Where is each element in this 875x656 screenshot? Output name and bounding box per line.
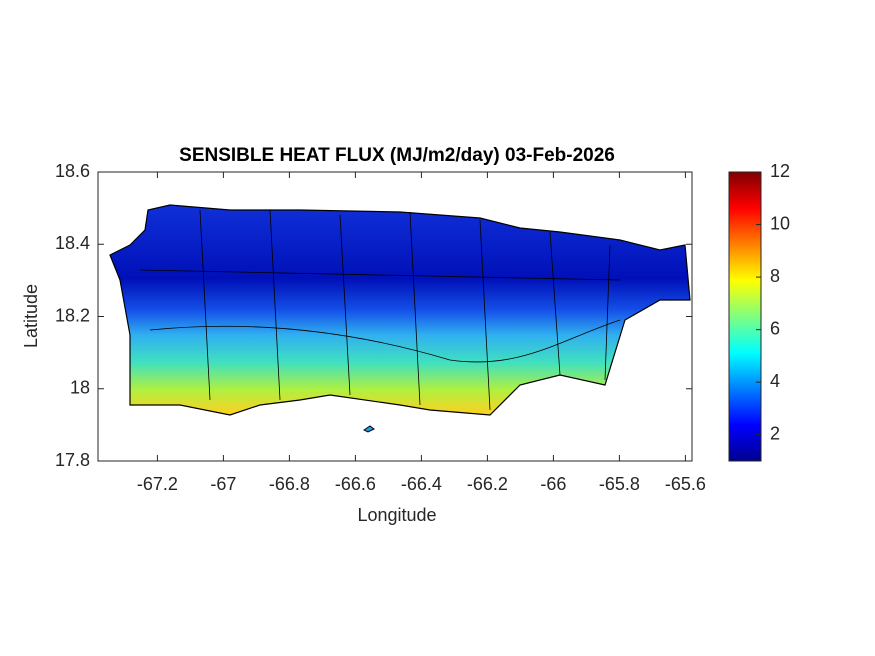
colorbar-tick-label: 8 <box>770 266 780 286</box>
y-axis-label: Latitude <box>21 284 41 348</box>
y-tick-label: 18.2 <box>55 305 90 325</box>
y-tick-label: 18 <box>70 378 90 398</box>
x-tick-label: -66 <box>540 474 566 494</box>
x-tick-label: -67.2 <box>137 474 178 494</box>
island <box>109 204 691 416</box>
colorbar-tick-label: 10 <box>770 213 790 233</box>
x-tick-label: -66.8 <box>269 474 310 494</box>
x-tick-label: -66.2 <box>467 474 508 494</box>
colorbar-tick-label: 4 <box>770 371 780 391</box>
x-tick-label: -67 <box>210 474 236 494</box>
y-tick-label: 17.8 <box>55 450 90 470</box>
municipal-borders <box>139 209 621 411</box>
y-tick-label: 18.6 <box>55 161 90 181</box>
colorbar-tick-label: 2 <box>770 423 780 443</box>
x-tick-label: -65.8 <box>599 474 640 494</box>
chart-title: SENSIBLE HEAT FLUX (MJ/m2/day) 03-Feb-20… <box>179 145 615 166</box>
x-tick-label: -65.6 <box>665 474 706 494</box>
colorbar-tick-label: 12 <box>770 161 790 181</box>
x-tick-label: -66.6 <box>335 474 376 494</box>
colorbar-tick-label: 6 <box>770 318 780 338</box>
x-axis-label: Longitude <box>357 505 436 525</box>
colorbar <box>728 171 762 462</box>
x-tick-label: -66.4 <box>401 474 442 494</box>
small-island <box>363 425 375 433</box>
y-tick-label: 18.4 <box>55 233 90 253</box>
